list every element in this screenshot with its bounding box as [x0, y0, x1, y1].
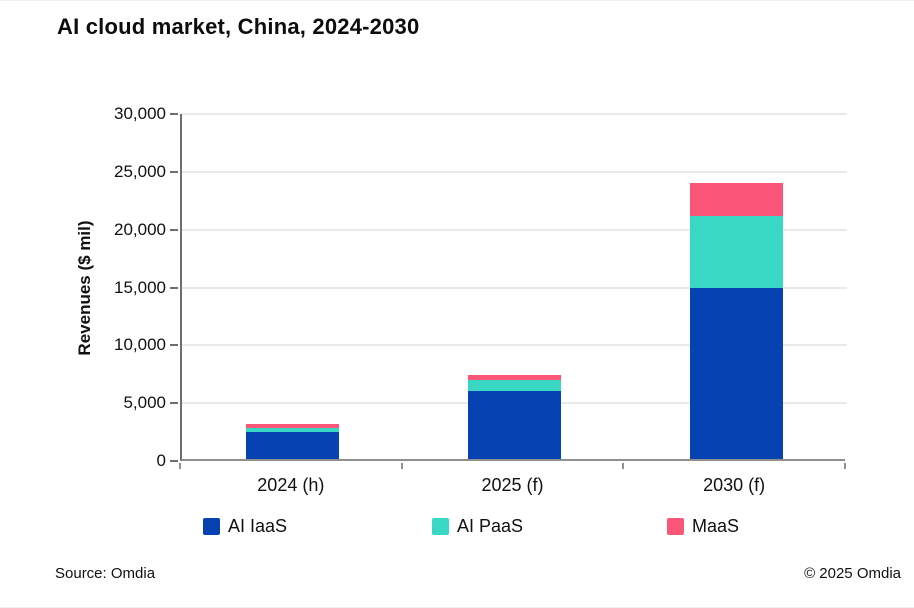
bar-segment-maas [246, 423, 340, 428]
x-axis-category-label: 2025 (f) [481, 475, 544, 495]
y-axis-tick-label: 10,000 [114, 335, 166, 355]
x-axis-tick [400, 463, 403, 469]
bar-segment-maas [468, 374, 561, 380]
bar-segment-ai-paas [246, 427, 340, 433]
legend-item-ai-paas: AI PaaS [432, 516, 523, 537]
x-axis-category-label: 2030 (f) [703, 475, 766, 495]
legend-item-maas: MaaS [667, 516, 739, 537]
copyright-note: © 2025 Omdia [804, 565, 901, 582]
gridline [182, 113, 847, 115]
x-axis-category-label: 2024 (h) [257, 475, 325, 495]
y-axis-tick [170, 402, 178, 405]
legend-marker-icon [667, 518, 684, 535]
source-note: Source: Omdia [55, 565, 156, 582]
y-axis-tick [170, 170, 178, 173]
legend-marker-icon [203, 518, 220, 535]
gridline [182, 170, 847, 173]
x-axis-tick [622, 463, 625, 469]
y-axis-tick-label: 0 [156, 451, 166, 470]
gridline [182, 228, 847, 231]
bar-segment-ai-iaas [689, 287, 783, 459]
gridline [182, 344, 847, 347]
legend-label: AI IaaS [228, 516, 288, 536]
gridline [182, 286, 847, 289]
bar-segment-ai-paas [689, 216, 783, 288]
y-axis-tick-label: 5,000 [123, 393, 166, 413]
plot-area [180, 113, 847, 461]
legend-label: AI PaaS [457, 516, 524, 536]
y-axis-tick [170, 286, 178, 289]
y-axis-tick [170, 113, 178, 115]
x-axis-tick [179, 463, 181, 469]
legend-label: MaaS [692, 516, 740, 536]
y-axis-tick-label: 20,000 [114, 219, 166, 239]
y-axis-tick [170, 344, 178, 347]
bar-segment-ai-paas [468, 379, 561, 391]
y-axis-tick-label: 25,000 [114, 161, 166, 181]
legend-item-ai-iaas: AI IaaS [203, 516, 287, 537]
bar-segment-ai-iaas [468, 390, 561, 459]
y-axis-tick-label: 15,000 [114, 277, 166, 297]
bar-segment-maas [689, 183, 783, 217]
y-axis-tick-label: 30,000 [114, 104, 166, 123]
chart-title: AI cloud market, China, 2024-2030 [57, 14, 420, 39]
y-axis-tick [170, 460, 178, 462]
legend-marker-icon [432, 518, 449, 535]
bar-segment-ai-iaas [246, 432, 340, 459]
y-axis-tick [170, 228, 178, 231]
x-axis-tick [844, 463, 846, 469]
